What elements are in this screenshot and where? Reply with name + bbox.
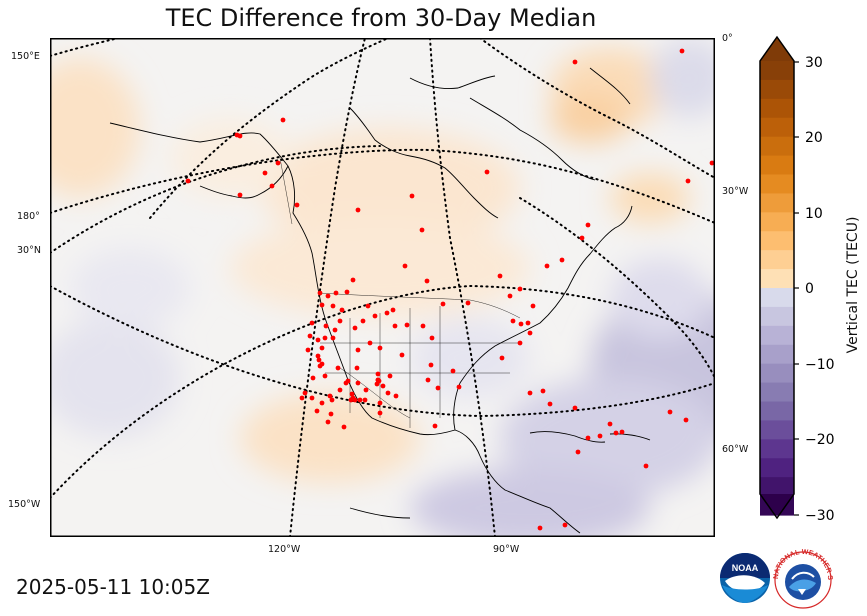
lon-label-90w: 90°W xyxy=(493,544,519,555)
lon-label-0: 0° xyxy=(722,33,733,44)
colorbar-band xyxy=(760,345,794,365)
colorbar-band xyxy=(760,326,794,346)
colorbar-tick-10: 10 xyxy=(805,206,823,222)
lon-label-150w: 150°W xyxy=(8,499,40,510)
lon-label-150e: 150°E xyxy=(11,51,40,62)
colorbar-band xyxy=(760,383,794,403)
lon-label-180: 180° xyxy=(17,211,40,222)
timestamp: 2025-05-11 10:05Z xyxy=(16,575,210,599)
colorbar-band xyxy=(760,250,794,270)
colorbar-band xyxy=(760,288,794,308)
colorbar-band xyxy=(760,99,794,119)
colorbar-max-extension xyxy=(760,37,794,61)
colorbar-band xyxy=(760,212,794,232)
map-title: TEC Difference from 30-Day Median xyxy=(0,4,762,32)
colorbar-band xyxy=(760,477,794,497)
colorbar-band xyxy=(760,193,794,213)
colorbar-tick-minus20: −20 xyxy=(805,432,835,448)
colorbar-band xyxy=(760,137,794,157)
lat-label-30n: 30°N xyxy=(17,245,41,256)
colorbar-band xyxy=(760,364,794,384)
colorbar-band xyxy=(760,402,794,422)
colorbar-tick-20: 20 xyxy=(805,130,823,146)
noaa-wordmark: NOAA xyxy=(732,563,759,573)
colorbar-band xyxy=(760,156,794,176)
colorbar-band xyxy=(760,175,794,195)
lon-label-60w: 60°W xyxy=(722,444,748,455)
colorbar-band xyxy=(760,118,794,138)
colorbar-band xyxy=(760,231,794,251)
colorbar-band xyxy=(760,420,794,440)
colorbar-band xyxy=(760,80,794,100)
colorbar-band xyxy=(760,269,794,289)
colorbar-band xyxy=(760,61,794,81)
lon-label-30w: 30°W xyxy=(722,186,748,197)
colorbar-tick-minus30: −30 xyxy=(805,508,835,524)
nws-logo: NATIONAL WEATHER SERVICE xyxy=(772,549,834,609)
colorbar-tick-minus10: −10 xyxy=(805,357,835,373)
colorbar-band xyxy=(760,307,794,327)
lon-label-120w: 120°W xyxy=(268,544,300,555)
colorbar-label: Vertical TEC (TECU) xyxy=(845,217,861,354)
noaa-logo: NOAA xyxy=(719,551,771,605)
colorbar-band xyxy=(760,458,794,478)
colorbar-bands xyxy=(760,61,794,516)
colorbar-tick-30: 30 xyxy=(805,55,823,71)
colorbar: 30 20 10 0 −10 −20 −30 xyxy=(755,34,835,524)
colorbar-label-wrap: Vertical TEC (TECU) xyxy=(838,160,867,410)
colorbar-tick-0: 0 xyxy=(805,281,814,297)
colorbar-band xyxy=(760,439,794,459)
tec-map xyxy=(50,38,715,537)
